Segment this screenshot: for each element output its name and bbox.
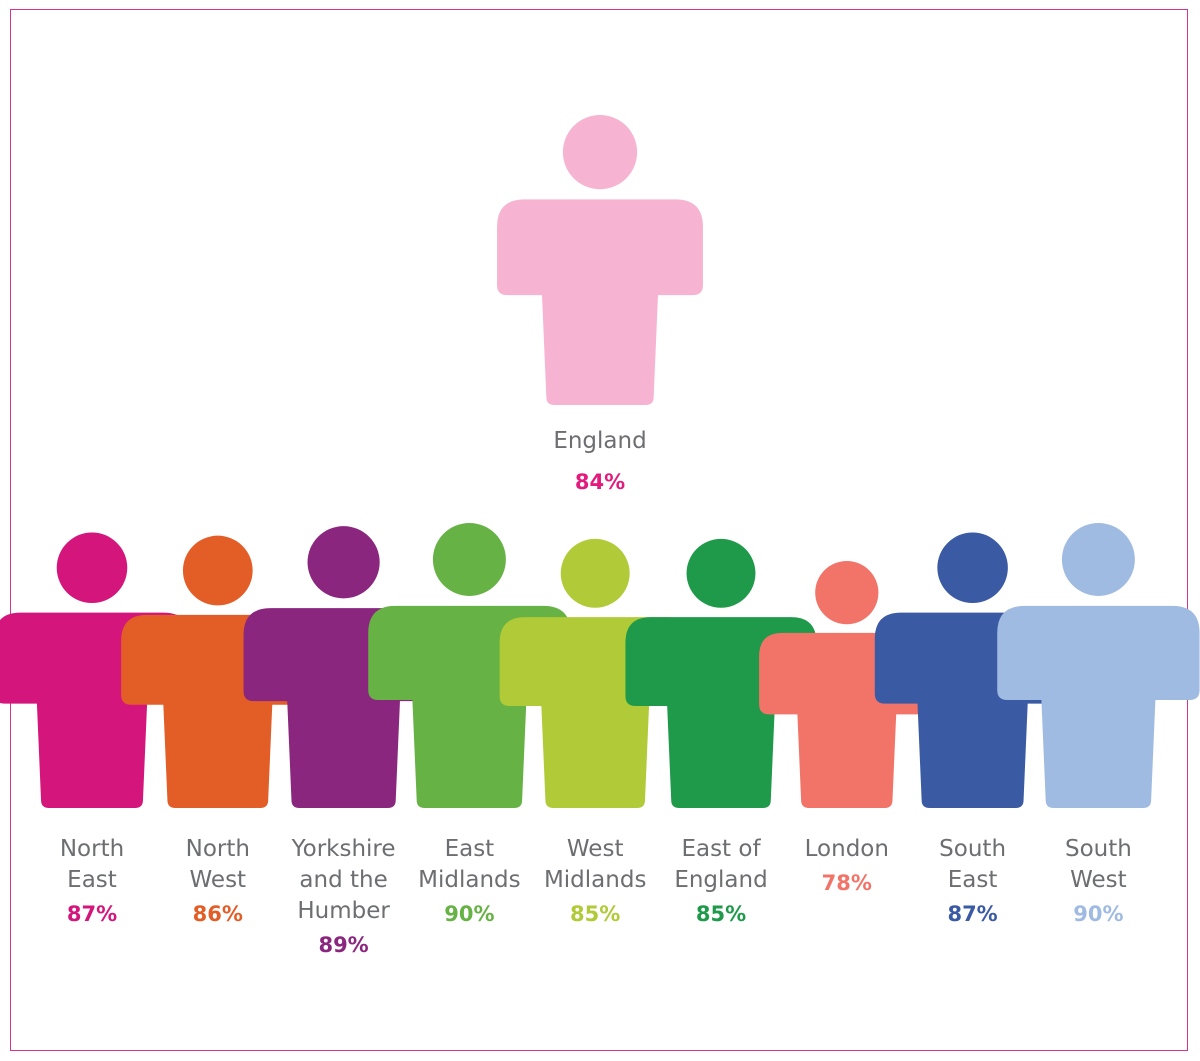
figure-south-east-head <box>937 532 1008 604</box>
value-east-midlands: 90% <box>444 902 495 926</box>
figure-england-head <box>562 115 638 190</box>
label-west-midlands: West Midlands <box>543 836 647 893</box>
label-east-midlands: East Midlands <box>418 836 521 893</box>
figure-north-east-head <box>56 532 128 604</box>
value-yorkshire-and-the-humber: 89% <box>318 933 369 957</box>
figure-east-midlands-head <box>432 523 506 596</box>
figure-south-west <box>997 523 1200 808</box>
label-england: England <box>553 428 647 454</box>
label-north-west: North West <box>185 836 250 893</box>
figure-london-head <box>815 561 879 625</box>
figure-west-midlands-head <box>560 538 630 608</box>
value-east-of-england: 85% <box>695 902 747 926</box>
figure-england <box>497 115 703 405</box>
figure-east-of-england-head <box>686 538 756 608</box>
label-east-of-england: East of England <box>674 836 768 893</box>
label-yorkshire-and-the-humber: Yorkshire and the Humber <box>291 836 396 924</box>
value-south-west: 90% <box>1073 902 1124 926</box>
value-north-east: 87% <box>66 902 118 926</box>
figure-south-west-head <box>1061 523 1135 596</box>
value-london: 78% <box>821 871 872 895</box>
figure-england-body <box>497 199 703 405</box>
figure-south-west-body <box>997 605 1200 808</box>
value-england: 84% <box>574 470 626 494</box>
chart-frame <box>10 9 1188 1051</box>
label-south-west: South West <box>1064 836 1132 893</box>
value-south-east: 87% <box>947 902 998 926</box>
value-north-west: 86% <box>192 902 243 926</box>
figure-yorkshire-and-the-humber-head <box>307 526 380 599</box>
label-south-east: South East <box>939 836 1007 893</box>
label-north-east: North East <box>59 836 125 893</box>
value-west-midlands: 85% <box>570 902 621 926</box>
figure-north-west-head <box>182 535 253 606</box>
label-london: London <box>804 836 889 862</box>
